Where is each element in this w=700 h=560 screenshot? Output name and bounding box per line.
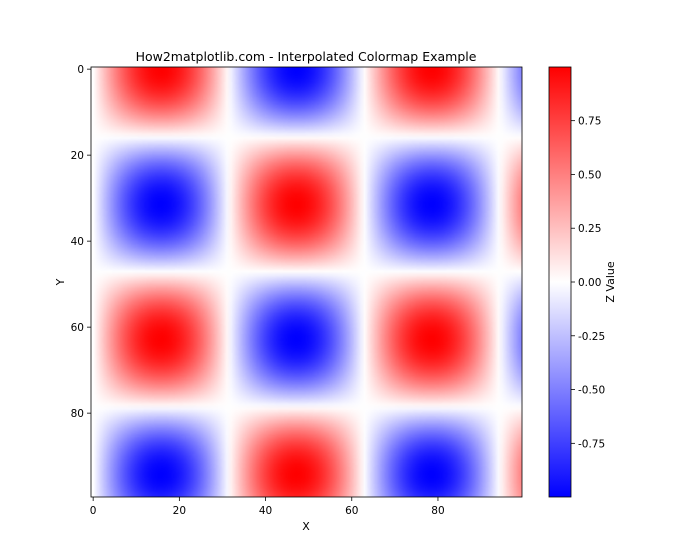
y-axis-label: Y xyxy=(54,278,67,286)
x-tick-label: 20 xyxy=(173,505,186,517)
x-tick-label: 40 xyxy=(259,505,272,517)
x-axis-ticks: 0 20 40 60 80 xyxy=(90,497,445,517)
colorbar-label: Z Value xyxy=(604,261,617,302)
colorbar-ticks: 0.75 0.50 0.25 0.00 -0.25 -0.50 -0.75 xyxy=(571,116,605,450)
y-tick-label: 0 xyxy=(77,64,84,76)
colorbar-tick-label: 0.00 xyxy=(578,277,601,289)
x-tick-label: 0 xyxy=(90,505,97,517)
colorbar-tick-label: -0.25 xyxy=(578,331,605,343)
heatmap-plot xyxy=(90,66,523,498)
y-tick-label: 20 xyxy=(71,150,84,162)
colorbar-tick-label: -0.50 xyxy=(578,385,605,397)
heatmap-image xyxy=(91,67,522,497)
chart-title: How2matplotlib.com - Interpolated Colorm… xyxy=(136,49,477,64)
colorbar-gradient xyxy=(548,66,572,498)
plot-frame xyxy=(90,66,523,498)
colorbar-tick-label: 0.75 xyxy=(578,116,601,128)
y-tick-label: 80 xyxy=(71,408,84,420)
y-axis-ticks: 0 20 40 60 80 xyxy=(71,64,91,420)
colorbar: 0.75 0.50 0.25 0.00 -0.25 -0.50 -0.75 Z Value xyxy=(548,66,617,498)
x-axis-label: X xyxy=(302,520,310,533)
colorbar-tick-label: 0.50 xyxy=(578,169,601,181)
y-tick-label: 60 xyxy=(71,322,84,334)
colorbar-tick-label: 0.25 xyxy=(578,223,601,235)
x-tick-label: 60 xyxy=(345,505,358,517)
y-tick-label: 40 xyxy=(71,236,84,248)
colorbar-tick-label: -0.75 xyxy=(578,438,605,450)
x-tick-label: 80 xyxy=(431,505,444,517)
